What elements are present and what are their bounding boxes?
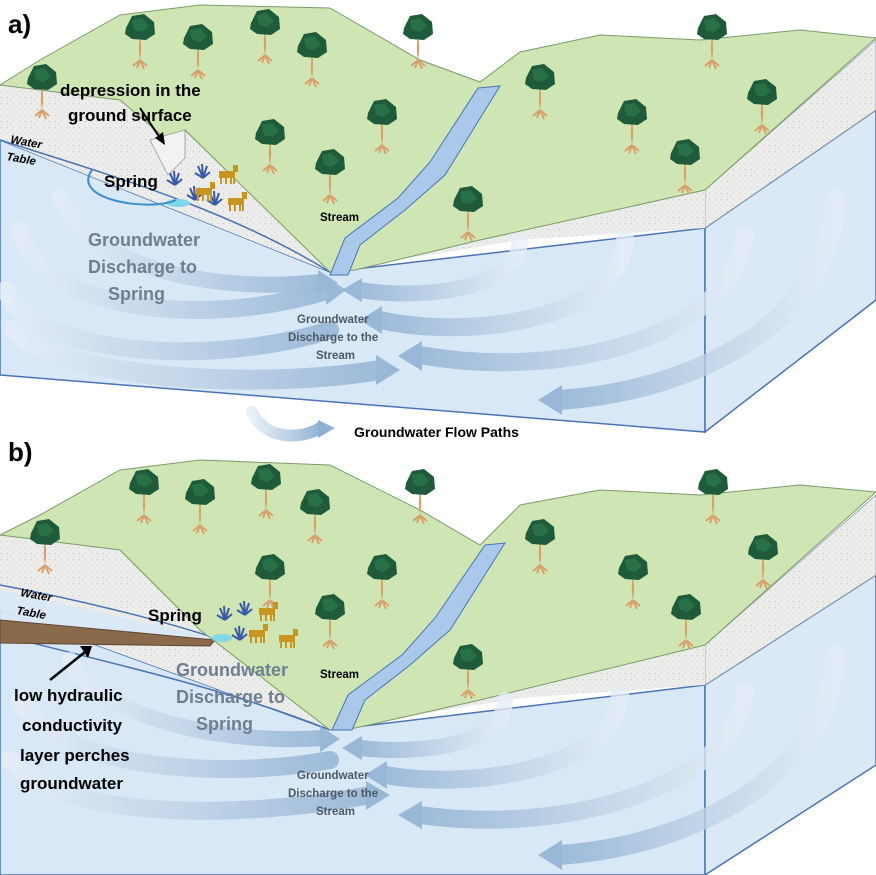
- legend: Groundwater Flow Paths: [246, 406, 519, 442]
- layer-label-line4: groundwater: [20, 774, 123, 793]
- panel-a: a) depression in the ground surface Wate…: [0, 4, 876, 434]
- layer-label-line3: layer perches: [20, 746, 130, 765]
- unsaturated-soil-right-b: [330, 645, 705, 730]
- depression-pointer: [139, 107, 161, 139]
- stream-channel-b: [331, 542, 506, 731]
- gw-spring-label-b-line2: Discharge to: [176, 687, 285, 707]
- water-table-label-b-line1: Water: [19, 587, 53, 604]
- panel-b-letter: b): [8, 437, 33, 467]
- flow-arrows-right-b: [342, 645, 845, 870]
- perched-water-lens: [0, 590, 215, 642]
- gw-spring-label-b-line3: Spring: [196, 714, 253, 734]
- flow-arrows-right: [342, 190, 845, 415]
- unsaturated-soil-left: [0, 85, 330, 272]
- flow-arrows-left-b: [1, 652, 390, 820]
- spring-label: Spring: [104, 172, 158, 191]
- land-surface: [0, 4, 876, 273]
- spring-outlet-b: [212, 634, 232, 642]
- gw-stream-label-b-line2: Discharge to the: [288, 788, 378, 800]
- unsaturated-soil-right: [330, 190, 705, 272]
- flow-path-legend-icon: [246, 406, 326, 442]
- flow-path-legend-arrowhead: [318, 420, 335, 438]
- flow-paths-legend-label: Groundwater Flow Paths: [354, 424, 519, 440]
- panel-a-letter: a): [8, 9, 31, 39]
- stream-label: Stream: [320, 212, 359, 224]
- gw-stream-label-line3: Stream: [316, 350, 355, 362]
- depression-label-line1: depression in the: [60, 81, 201, 100]
- water-table-line-b: [0, 634, 331, 731]
- layer-label-line1: low hydraulic: [14, 686, 123, 705]
- gw-spring-label-b-line1: Groundwater: [176, 660, 288, 680]
- gw-spring-label-line2: Discharge to: [88, 257, 197, 277]
- gw-spring-label-line3: Spring: [108, 284, 165, 304]
- gw-stream-label-line1: Groundwater: [297, 314, 369, 326]
- land-surface-b: [0, 459, 876, 731]
- layer-pointer: [49, 651, 86, 681]
- spring-label-b: Spring: [148, 606, 202, 625]
- stream-channel: [329, 85, 501, 276]
- layer-pointer-head: [80, 646, 92, 658]
- layer-label-line2: conductivity: [22, 716, 123, 735]
- spring-flow-arrow: [87, 169, 177, 206]
- gw-stream-label-line2: Discharge to the: [288, 332, 378, 344]
- flow-arrows-left: [0, 187, 400, 390]
- water-table-label-b-line2: Table: [15, 605, 47, 622]
- gw-spring-label-line1: Groundwater: [88, 230, 200, 250]
- depression-label-line2: ground surface: [68, 106, 192, 125]
- panel-b: b) Water Table Spring Groundwater Discha…: [0, 437, 876, 875]
- depression-notch: [149, 129, 186, 176]
- water-table-line: [0, 139, 331, 273]
- perched-water-table-line: [0, 584, 216, 639]
- gw-stream-label-b-line3: Stream: [316, 806, 355, 818]
- water-table-label-line2: Table: [5, 151, 37, 168]
- stream-label-b: Stream: [320, 669, 359, 681]
- water-table-label-line1: Water: [9, 134, 43, 151]
- depression-pointer-head: [155, 132, 165, 145]
- gw-stream-label-b-line1: Groundwater: [297, 770, 369, 782]
- low-conductivity-layer: [0, 619, 216, 647]
